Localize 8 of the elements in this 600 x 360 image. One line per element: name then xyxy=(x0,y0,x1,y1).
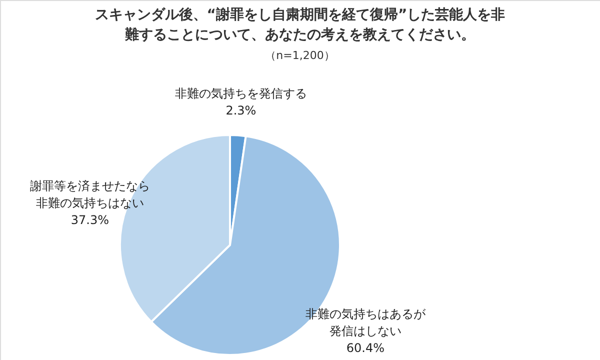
slice-label: 非難の気持ちを発信する xyxy=(174,86,307,100)
data-label: 37.3% xyxy=(70,212,109,227)
slice-label: 非難の気持ちはあるが発信はしない xyxy=(305,307,426,338)
chart-title: スキャンダル後、“謝罪をし自粛期間を経て復帰”した芸能人を非難することについて、あなたの考えを教えてください。 xyxy=(94,6,506,43)
data-label: 2.3% xyxy=(226,103,256,118)
data-label: 60.4% xyxy=(346,341,384,356)
chart-subtitle: （n=1,200） xyxy=(265,49,335,62)
slice-label: 謝罪等を済ませたなら非難の気持ちはない xyxy=(30,178,150,210)
